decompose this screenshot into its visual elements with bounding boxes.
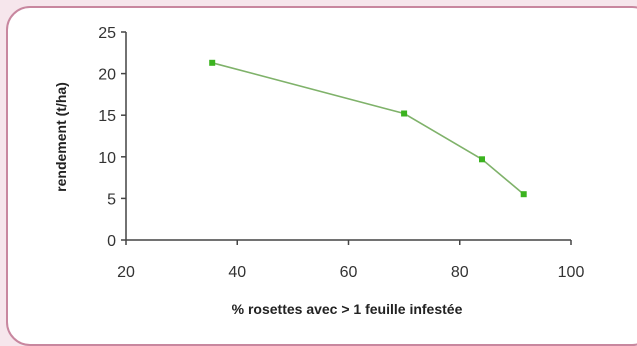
x-tick-label: 80 [451,264,469,281]
y-tick-label: 0 [107,233,116,250]
y-tick-label: 5 [107,191,116,208]
tick-labels: 20 40 60 80 100 0 5 10 15 20 25 [98,25,584,281]
data-point [401,110,408,117]
y-tick-label: 25 [98,25,116,42]
chart: 20 40 60 80 100 0 5 10 15 20 25 % rosettes avec > … [53,25,584,317]
data-point [520,191,527,198]
chart-frame [6,6,637,346]
x-axis-title: % rosettes avec > 1 feuille infestée [232,301,463,317]
x-tick-label: 20 [117,264,135,281]
x-tick-label: 60 [340,264,358,281]
y-axis-title: rendement (t/ha) [53,82,69,192]
data-point [209,59,216,66]
y-tick-label: 20 [98,67,116,84]
y-tick-label: 15 [98,108,116,125]
x-tick-label: 40 [228,264,246,281]
series-line [211,62,525,195]
plot-area [209,59,527,198]
y-tick-label: 10 [98,150,116,167]
x-tick-label: 100 [558,264,585,281]
axes [121,31,572,245]
data-point [479,156,485,163]
